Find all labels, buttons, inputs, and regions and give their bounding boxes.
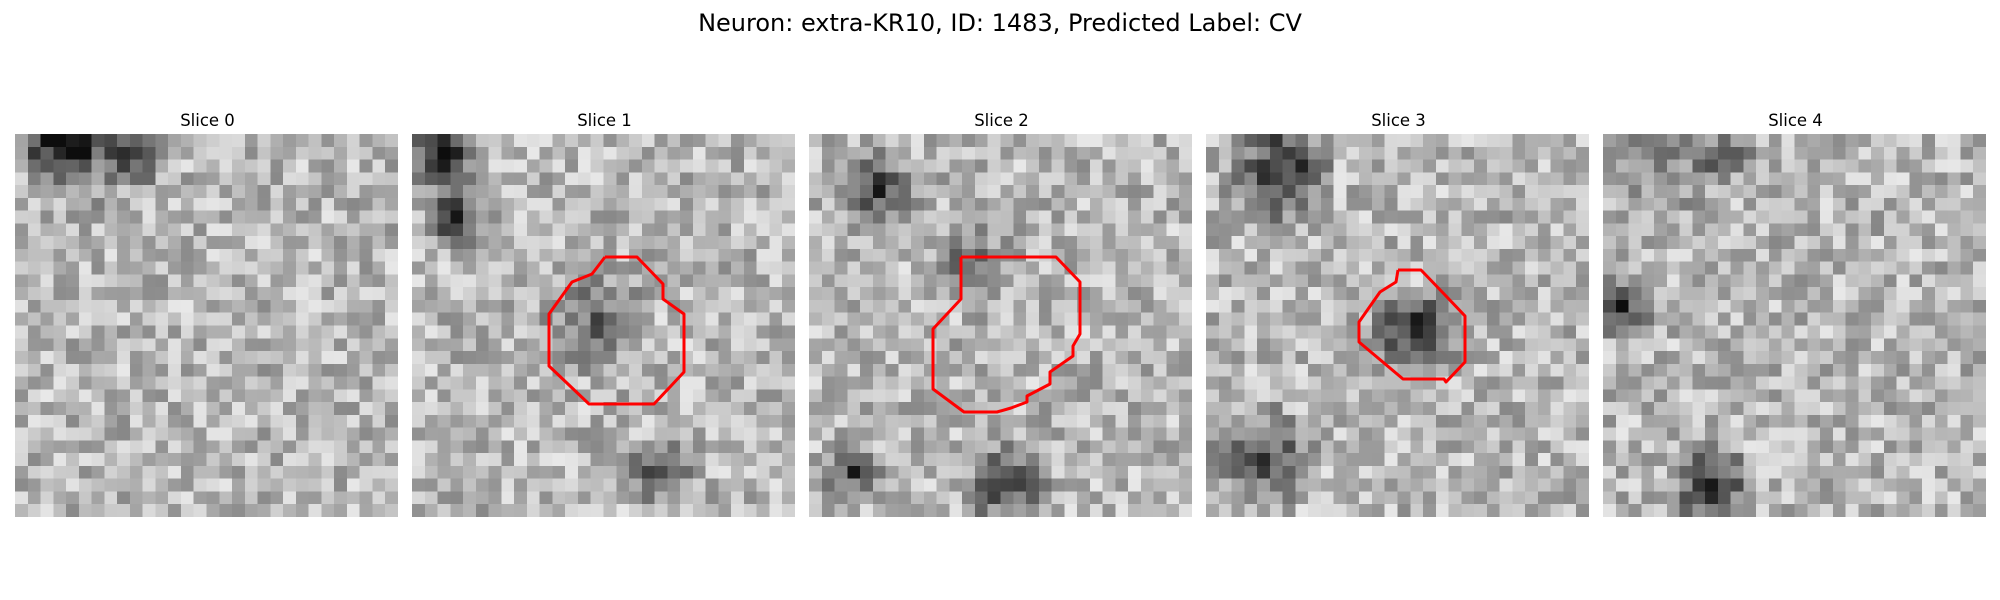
- slice-panel-4: Slice 4: [1603, 110, 1988, 517]
- slice-image-4: [1603, 134, 1986, 517]
- slice-pixels-4: [1603, 134, 1986, 517]
- slice-pixels-3: [1206, 134, 1589, 517]
- slice-title-3: Slice 3: [1371, 111, 1426, 130]
- slice-image-1: [412, 134, 795, 517]
- slice-title-4: Slice 4: [1768, 111, 1823, 130]
- roi-contour-3: [1357, 268, 1467, 384]
- slice-pixels-0: [15, 134, 398, 517]
- slice-panel-1: Slice 1: [412, 110, 797, 517]
- slice-pixels-1: [412, 134, 795, 517]
- roi-contour-1: [547, 255, 686, 406]
- slice-pixels-2: [809, 134, 1192, 517]
- slice-image-2: [809, 134, 1192, 517]
- slice-image-3: [1206, 134, 1589, 517]
- slice-panel-2: Slice 2: [809, 110, 1194, 517]
- roi-contour-2: [931, 255, 1082, 414]
- slice-title-0: Slice 0: [180, 111, 235, 130]
- slice-panel-3: Slice 3: [1206, 110, 1591, 517]
- slice-panel-0: Slice 0: [15, 110, 400, 517]
- slice-title-1: Slice 1: [577, 111, 632, 130]
- figure-title: Neuron: extra-KR10, ID: 1483, Predicted …: [698, 9, 1302, 37]
- slice-image-0: [15, 134, 398, 517]
- slice-title-2: Slice 2: [974, 111, 1029, 130]
